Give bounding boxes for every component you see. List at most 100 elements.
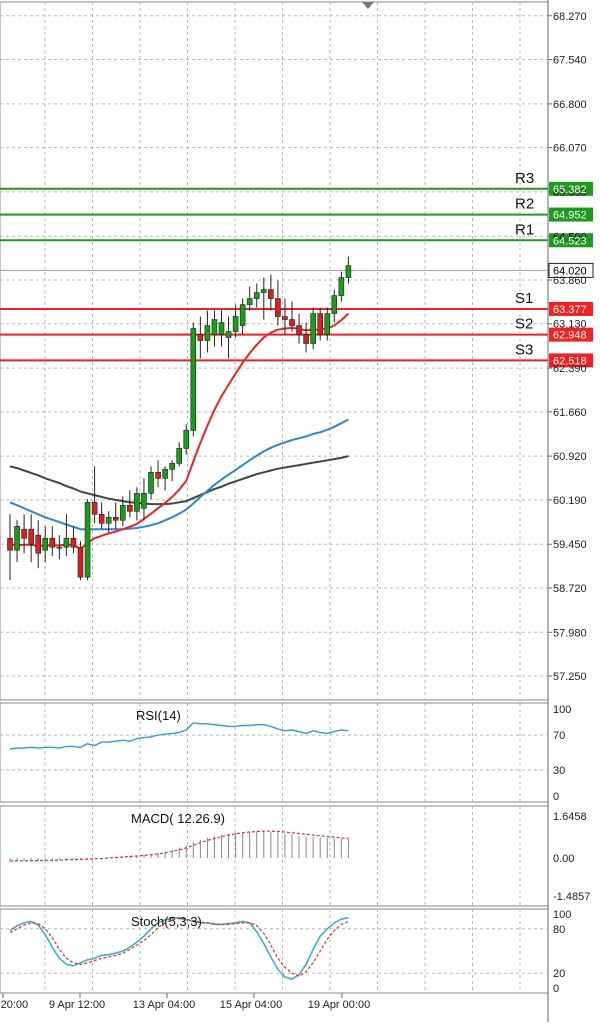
- candle-body: [253, 292, 260, 299]
- ema-slow-line: [9, 455, 349, 506]
- candle-body: [35, 534, 42, 554]
- candle-body: [282, 316, 288, 320]
- candle: [246, 286, 253, 311]
- level-price-label: 62.518: [553, 355, 587, 367]
- rsi-tick-label: 100: [553, 704, 571, 716]
- price-tick-label: 60.190: [553, 495, 587, 507]
- rsi-line: [9, 722, 349, 750]
- time-tick-label: 8 Apr 20:00: [0, 999, 28, 1011]
- candle: [331, 289, 338, 323]
- panel-frame: [0, 1, 549, 701]
- candle-body: [169, 463, 175, 470]
- candle: [134, 487, 140, 521]
- level-name-label: S1: [515, 290, 533, 307]
- rsi-tick-label: 0: [553, 791, 559, 803]
- price-tick-label: 57.250: [553, 671, 587, 683]
- candle: [282, 298, 288, 335]
- candle-body: [310, 313, 316, 344]
- candle-body: [7, 537, 13, 551]
- candle: [21, 514, 27, 554]
- level-name-label: R1: [515, 221, 534, 238]
- candle: [260, 277, 267, 320]
- price-tick-label: 58.720: [553, 583, 587, 595]
- candle: [127, 490, 133, 518]
- candle-body: [91, 501, 98, 515]
- rsi-title: RSI(14): [136, 708, 181, 723]
- time-tick-label: 19 Apr 00:00: [308, 999, 370, 1011]
- candle: [289, 301, 295, 332]
- macd-tick-label: -1.4857: [553, 891, 590, 903]
- candle-body: [63, 537, 70, 548]
- candle: [303, 322, 309, 353]
- indicator-panels: [9, 722, 349, 980]
- level-price-box: [549, 233, 593, 248]
- candle: [56, 535, 63, 560]
- chart-shift-marker: [362, 2, 374, 9]
- candle-body: [176, 448, 182, 464]
- candle-body: [211, 319, 218, 335]
- candle: [112, 502, 119, 530]
- candle: [268, 274, 274, 311]
- candle: [169, 460, 175, 482]
- candle: [232, 304, 239, 338]
- candle-body: [141, 492, 147, 509]
- candle: [141, 478, 147, 521]
- price-tick-label: 64.590: [553, 231, 587, 243]
- macd-tick-label: 0.00: [553, 853, 574, 865]
- candle-body: [303, 334, 309, 344]
- candle: [28, 514, 34, 563]
- price-tick-label: 67.540: [553, 55, 587, 67]
- current-price-label: 64.020: [553, 265, 587, 277]
- candle-body: [28, 528, 34, 545]
- level-price-label: 63.377: [553, 304, 587, 316]
- candle-body: [148, 472, 154, 494]
- candle-body: [183, 430, 190, 449]
- candle: [42, 526, 49, 563]
- support-resistance-levels: [0, 181, 594, 368]
- level-name-label: R2: [515, 196, 534, 213]
- price-tick-label: 63.130: [553, 319, 587, 331]
- candle: [35, 520, 42, 569]
- macd-signal-line: [10, 830, 349, 862]
- current-price-box: [548, 262, 594, 278]
- candlesticks: [7, 256, 352, 581]
- panel-frame: [0, 702, 549, 803]
- candle-body: [197, 334, 204, 341]
- candle-body: [232, 316, 239, 332]
- level-name-label: R3: [515, 170, 534, 187]
- candle: [253, 283, 260, 308]
- candle: [176, 442, 182, 467]
- rsi-tick-label: 70: [553, 730, 565, 742]
- stoch-tick-label: 80: [553, 924, 565, 936]
- candle-body: [246, 298, 253, 305]
- candle: [49, 526, 56, 557]
- candle-body: [70, 537, 77, 548]
- price-tick-label: 68.270: [553, 11, 587, 23]
- macd-title: MACD( 12.26.9): [131, 811, 225, 826]
- candle-body: [296, 325, 302, 335]
- candle: [14, 520, 20, 563]
- candle-body: [260, 289, 267, 293]
- candle: [162, 466, 168, 491]
- candle-body: [56, 546, 63, 549]
- candle: [317, 307, 324, 341]
- candle: [120, 496, 126, 527]
- candle: [190, 322, 197, 437]
- level-price-label: 62.948: [553, 330, 587, 342]
- macd-tick-label: 1.6458: [553, 811, 587, 823]
- candle-body: [225, 331, 232, 338]
- level-price-box: [549, 327, 593, 342]
- candle: [197, 316, 204, 359]
- candle: [183, 424, 190, 455]
- candle-body: [239, 304, 246, 326]
- candle-body: [218, 322, 225, 335]
- candle-body: [14, 525, 20, 551]
- axis-labels: 68.270 67.540 66.800 66.070 65.330 64.590 63.8…: [0, 11, 590, 1011]
- level-price-label: 64.523: [553, 235, 587, 247]
- candle-body: [42, 537, 49, 551]
- price-tick-label: 65.330: [553, 187, 587, 199]
- stoch-signal-line: [9, 917, 349, 977]
- moving-averages: [9, 312, 350, 550]
- time-tick-label: 9 Apr 12:00: [49, 999, 105, 1011]
